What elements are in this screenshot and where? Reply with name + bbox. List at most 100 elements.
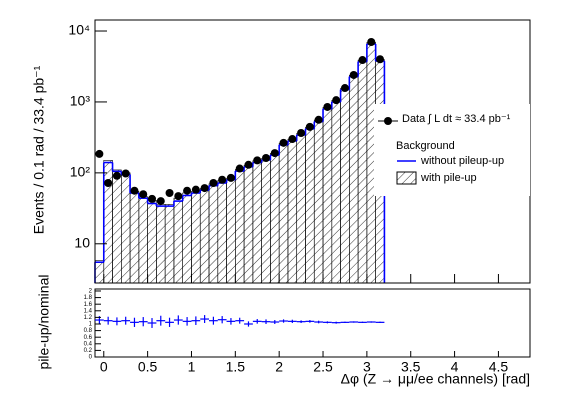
hatched-bar [208, 183, 219, 284]
data-point [183, 186, 192, 195]
y-tick-label: 0.6 [84, 335, 93, 341]
data-point [235, 164, 244, 173]
data-point [156, 197, 165, 206]
hatched-bar [94, 260, 105, 284]
hatched-bar [121, 172, 131, 284]
y-tick-label: 10² [70, 164, 91, 180]
data-point [323, 102, 332, 111]
data-point [297, 128, 306, 137]
y-axis-label: Events / 0.1 rad / 33.4 pb⁻¹ [31, 65, 47, 234]
data-point [262, 154, 271, 163]
hatched-bar [235, 169, 245, 284]
hatched-bar [313, 119, 324, 284]
data-point [191, 185, 200, 194]
y-tick-label: 1.8 [84, 295, 93, 301]
legend-data-marker [384, 117, 392, 125]
hatched-bar [129, 190, 140, 284]
y-tick-label: 10 [74, 234, 90, 250]
legend-title: Background [396, 140, 455, 152]
hatched-bar [243, 164, 254, 284]
hatched-bar [164, 204, 175, 284]
hatched-bar [252, 160, 262, 284]
data-point [148, 194, 157, 203]
y-tick-label: 10³ [70, 93, 91, 109]
data-point [279, 138, 288, 147]
data-point [174, 192, 183, 201]
data-point [112, 171, 121, 180]
hatched-bar [199, 188, 210, 284]
y-tick-label: 0.2 [84, 348, 93, 354]
data-point [253, 156, 262, 165]
hatched-bar [261, 158, 271, 284]
hatched-bar [287, 138, 298, 284]
annotation: ∫ L dt ≈ 33.4 pb⁻¹ [427, 113, 511, 125]
hatched-bar [182, 192, 192, 284]
hatched-bar [173, 197, 184, 284]
data-point [270, 149, 279, 158]
data-point [367, 38, 376, 47]
data-point [209, 178, 218, 187]
data-point [288, 135, 297, 144]
y-tick-label: 0.4 [84, 341, 93, 347]
y-tick-label: 0.8 [84, 328, 93, 334]
data-point [332, 96, 341, 105]
legend-label: Data [402, 113, 426, 125]
hatched-bar [296, 133, 306, 284]
hatched-bar [112, 169, 122, 284]
x-tick-label: 4 [451, 359, 459, 375]
x-tick-label: 4.5 [489, 359, 509, 375]
y-tick-label: 1.4 [84, 308, 93, 314]
data-point [340, 84, 349, 93]
hatched-bar [322, 107, 333, 284]
hatched-bar [191, 190, 201, 284]
hatched-bar [357, 59, 368, 284]
data-point [200, 184, 209, 193]
y-tick-label: 1 [89, 322, 93, 328]
data-point [130, 186, 139, 195]
legend-label: without pileup-up [420, 155, 504, 167]
y-tick-label: 10⁴ [68, 22, 90, 38]
data-point [244, 160, 253, 169]
hatched-bar [147, 200, 157, 284]
hatched-bar [156, 204, 166, 284]
x-tick-label: 3 [363, 359, 371, 375]
data-point [349, 70, 358, 79]
y-tick-label: 1.2 [84, 315, 93, 321]
data-point [226, 173, 235, 182]
x-tick-label: 2.5 [313, 359, 333, 375]
hatched-bar [340, 87, 350, 284]
hatched-bar [305, 126, 315, 284]
legend-label: with pile-up [420, 172, 477, 184]
hatched-bar [103, 160, 113, 284]
hatched-bar [278, 142, 289, 284]
ratio-y-axis-label: pile-up/nominal [36, 275, 52, 370]
data-point [165, 189, 174, 198]
data-point [121, 169, 130, 178]
data-point [95, 149, 104, 158]
y-tick-label: 2 [89, 289, 93, 295]
data-point [104, 178, 113, 187]
data-point [218, 175, 227, 184]
hatched-bar [217, 180, 227, 284]
x-tick-label: 1 [188, 359, 196, 375]
x-axis-label: Δφ (Z → μμ/ee channels) [rad] [341, 371, 530, 387]
y-tick-label: 1.6 [84, 302, 93, 308]
x-tick-label: 3.5 [401, 359, 421, 375]
legend-hatch-swatch [396, 171, 417, 185]
hatched-bar [270, 153, 280, 284]
x-tick-label: 0 [100, 359, 108, 375]
bottom-frame [94, 288, 531, 358]
data-point [305, 122, 314, 131]
hatched-bar [331, 100, 341, 284]
hatched-bar [226, 177, 236, 284]
y-tick-label: 0 [89, 355, 93, 361]
hatched-bar [138, 196, 148, 284]
data-point [376, 55, 385, 64]
x-tick-label: 1.5 [226, 359, 246, 375]
x-tick-label: 0.5 [138, 359, 158, 375]
data-point [314, 115, 323, 124]
data-point [139, 190, 148, 199]
hatched-bar [349, 74, 359, 284]
data-point [358, 56, 367, 65]
